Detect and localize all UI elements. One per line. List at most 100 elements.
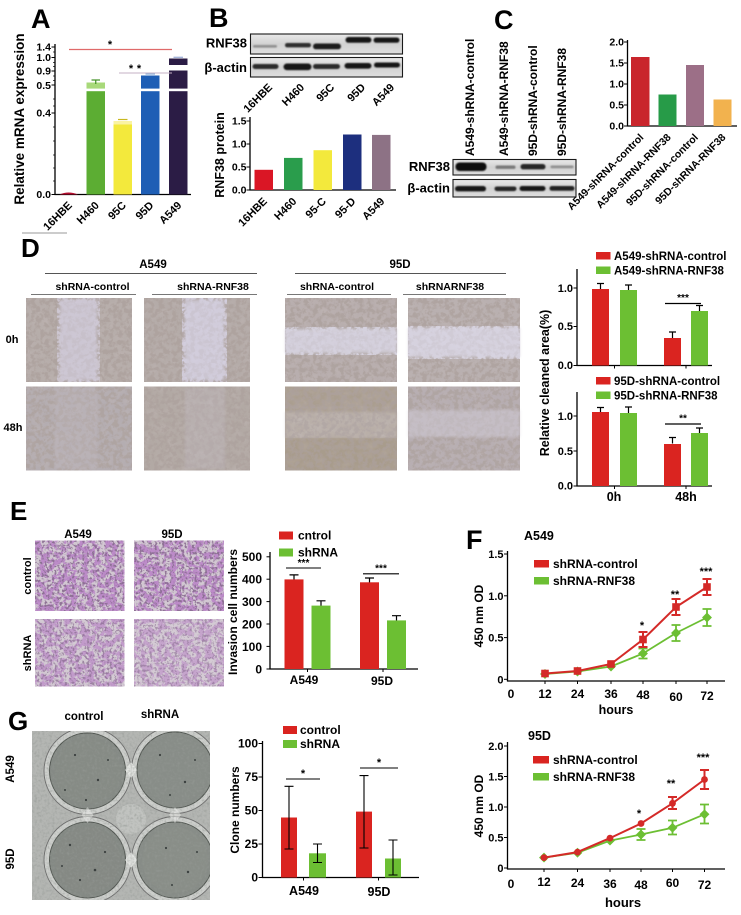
svg-text:0: 0 — [508, 687, 515, 701]
svg-text:*: * — [640, 620, 645, 632]
svg-text:95D: 95D — [345, 82, 368, 105]
svg-text:β-actin: β-actin — [204, 60, 247, 75]
svg-text:450 nm OD: 450 nm OD — [472, 774, 486, 837]
svg-text:shRNA-RNF38: shRNA-RNF38 — [553, 574, 635, 588]
svg-text:*: * — [377, 757, 382, 769]
svg-text:450 nm OD: 450 nm OD — [472, 584, 486, 647]
svg-text:95-C: 95-C — [304, 196, 329, 221]
svg-text:A549-shRNA-control: A549-shRNA-control — [614, 251, 726, 263]
svg-text:control: control — [65, 711, 104, 723]
svg-text:shRNA-RNF38: shRNA-RNF38 — [177, 281, 249, 293]
svg-text:36: 36 — [603, 877, 617, 891]
svg-text:95D-shRNA-control: 95D-shRNA-control — [614, 376, 720, 388]
svg-text:B: B — [209, 3, 229, 33]
svg-text:shRNA-control: shRNA-control — [55, 281, 129, 293]
svg-text:12: 12 — [538, 687, 552, 701]
svg-text:72: 72 — [698, 878, 712, 892]
svg-text:A549: A549 — [139, 259, 167, 271]
svg-text:***: *** — [298, 558, 310, 569]
svg-text:95D-shRNA-RNF38: 95D-shRNA-RNF38 — [555, 48, 569, 156]
svg-text:A549: A549 — [290, 673, 319, 687]
svg-text:H460: H460 — [272, 196, 299, 223]
svg-text:24: 24 — [571, 687, 585, 701]
svg-text:RNF38: RNF38 — [206, 36, 247, 51]
svg-text:Relative cleaned area(%): Relative cleaned area(%) — [538, 310, 552, 457]
svg-text:500: 500 — [242, 550, 262, 564]
svg-text:2.0: 2.0 — [609, 37, 624, 49]
svg-text:A549-shRNA-RNF38: A549-shRNA-RNF38 — [614, 266, 725, 278]
svg-text:0.9: 0.9 — [36, 66, 51, 78]
svg-text:0: 0 — [497, 674, 503, 686]
svg-text:0.5: 0.5 — [558, 321, 573, 333]
svg-text:0.0: 0.0 — [609, 121, 624, 133]
svg-text:48: 48 — [636, 688, 650, 702]
svg-text:1.0: 1.0 — [558, 283, 573, 295]
svg-text:60: 60 — [669, 690, 683, 704]
svg-text:0h: 0h — [6, 334, 19, 346]
svg-text:E: E — [10, 496, 27, 526]
svg-text:1.0: 1.0 — [609, 79, 624, 91]
svg-text:400: 400 — [242, 573, 262, 587]
svg-text:H460: H460 — [75, 200, 102, 227]
svg-text:A: A — [31, 4, 51, 34]
svg-text:0: 0 — [255, 663, 262, 677]
svg-text:50: 50 — [245, 804, 259, 818]
svg-text:95D: 95D — [528, 729, 551, 743]
svg-text:1.0: 1.0 — [488, 802, 503, 814]
svg-text:hours: hours — [599, 703, 634, 717]
svg-text:0.5: 0.5 — [232, 162, 247, 174]
svg-text:95D: 95D — [134, 200, 157, 223]
svg-text:95D: 95D — [371, 674, 393, 688]
svg-text:1.0: 1.0 — [36, 52, 51, 64]
svg-text:95C: 95C — [314, 82, 337, 105]
svg-text:*: * — [137, 63, 142, 75]
svg-text:48h: 48h — [675, 490, 697, 504]
svg-text:300: 300 — [242, 595, 262, 609]
svg-text:Relative mRNA expression: Relative mRNA expression — [12, 33, 27, 204]
svg-text:16HBE: 16HBE — [236, 196, 270, 230]
svg-text:A549: A549 — [524, 529, 554, 543]
svg-text:A549-shRNA-control: A549-shRNA-control — [463, 39, 477, 156]
svg-text:95D: 95D — [389, 259, 410, 271]
svg-text:100: 100 — [242, 640, 262, 654]
svg-text:control: control — [22, 557, 34, 594]
svg-text:A549: A549 — [64, 529, 92, 541]
svg-text:95D: 95D — [5, 848, 17, 869]
svg-text:A549: A549 — [360, 196, 387, 223]
svg-text:0.4: 0.4 — [36, 108, 51, 120]
svg-text:**: ** — [679, 414, 687, 425]
svg-text:60: 60 — [666, 876, 680, 890]
svg-text:16HBE: 16HBE — [242, 82, 276, 116]
svg-text:***: *** — [677, 293, 689, 304]
svg-text:1.5: 1.5 — [488, 772, 503, 784]
svg-text:36: 36 — [604, 687, 618, 701]
svg-text:β-actin: β-actin — [407, 181, 450, 196]
svg-text:A549-shRNA-RNF38: A549-shRNA-RNF38 — [497, 41, 511, 156]
svg-text:95C: 95C — [106, 200, 129, 223]
svg-text:hours: hours — [605, 895, 641, 910]
svg-text:A549: A549 — [5, 755, 17, 783]
svg-text:1.0: 1.0 — [232, 139, 247, 151]
svg-text:shRNA: shRNA — [300, 737, 340, 751]
svg-text:95D-shRNA-control: 95D-shRNA-control — [526, 45, 540, 156]
svg-text:1.4: 1.4 — [36, 42, 51, 54]
svg-text:200: 200 — [242, 618, 262, 632]
svg-text:Invasion cell numbers: Invasion cell numbers — [226, 549, 240, 675]
svg-text:0.5: 0.5 — [558, 446, 573, 458]
svg-text:shRNA: shRNA — [141, 709, 179, 721]
svg-text:A549: A549 — [370, 82, 397, 109]
svg-text:16HBE: 16HBE — [41, 200, 75, 234]
svg-text:0.0: 0.0 — [558, 360, 573, 372]
svg-text:75: 75 — [245, 770, 259, 784]
svg-text:A549: A549 — [289, 884, 319, 898]
svg-text:1.0: 1.0 — [488, 591, 503, 603]
svg-text:48h: 48h — [4, 422, 23, 434]
svg-text:*: * — [301, 768, 306, 780]
svg-text:*: * — [108, 39, 113, 51]
svg-text:H460: H460 — [280, 82, 307, 109]
svg-text:**: ** — [671, 589, 680, 601]
svg-text:shRNARNF38: shRNARNF38 — [416, 281, 484, 293]
svg-text:***: *** — [375, 564, 387, 575]
svg-text:0.0: 0.0 — [232, 185, 247, 197]
svg-text:95D: 95D — [368, 885, 391, 899]
